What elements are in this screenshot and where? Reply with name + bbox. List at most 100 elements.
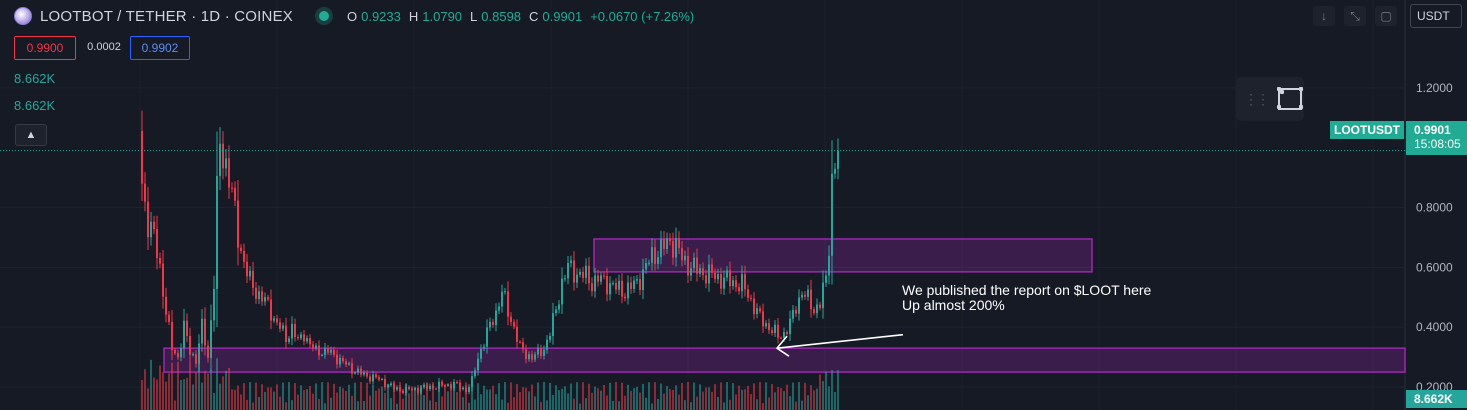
candle-body <box>750 297 752 299</box>
last-price-value: 0.9901 <box>1414 123 1451 137</box>
volume-bar <box>327 382 329 410</box>
candle-body <box>828 255 830 276</box>
candle-body <box>240 247 242 251</box>
restore-pane-button[interactable]: ▢ <box>1375 6 1397 26</box>
candle-body <box>732 280 734 287</box>
open-label: O <box>346 8 358 24</box>
volume-bar <box>258 396 260 410</box>
candle-body <box>441 381 443 386</box>
candle-body <box>681 248 683 261</box>
candle-body <box>816 304 818 314</box>
candle-body <box>312 344 314 349</box>
volume-bar <box>378 388 380 410</box>
collapse-panes-button[interactable]: ⤡ <box>1344 6 1366 26</box>
volume-bar <box>393 382 395 410</box>
volume-bar <box>312 393 314 410</box>
candle-body <box>738 287 740 292</box>
volume-bar <box>459 384 461 410</box>
candle-body <box>708 264 710 284</box>
candle-body <box>483 346 485 349</box>
candle-body <box>579 271 581 275</box>
candle-body <box>654 247 656 264</box>
annotation-line-1: We published the report on $LOOT here <box>902 282 1152 298</box>
candle-body <box>282 325 284 329</box>
volume-bar <box>747 385 749 410</box>
volume-bar <box>822 381 824 410</box>
candle-body <box>207 345 209 358</box>
volume-bar <box>759 382 761 410</box>
volume-bar <box>273 391 275 410</box>
candle-body <box>210 320 212 358</box>
volume-axis-label: 8.662K <box>1406 390 1467 408</box>
candle-body <box>273 318 275 321</box>
candle-body <box>540 348 542 356</box>
rectangle-tool-icon[interactable] <box>1277 87 1302 110</box>
volume-bar <box>819 374 821 410</box>
volume-bar <box>666 386 668 410</box>
volume-bar <box>612 401 614 410</box>
volume-bar <box>195 372 197 410</box>
volume-bar <box>828 386 830 410</box>
candle-body <box>243 250 245 262</box>
candle-body <box>837 150 839 169</box>
volume-bar <box>603 384 605 410</box>
candle-body <box>678 238 680 249</box>
volume-bar <box>726 382 728 410</box>
candle-body <box>564 278 566 280</box>
candle-body <box>603 275 605 277</box>
volume-bar <box>171 362 173 410</box>
candle-body <box>669 238 671 242</box>
candle-body <box>231 187 233 189</box>
annotation-arrow <box>776 333 904 349</box>
sell-price-button[interactable]: 0.9900 <box>14 36 76 60</box>
volume-bar <box>837 370 839 410</box>
drag-handle-icon[interactable]: ⋮⋮ <box>1244 90 1270 107</box>
volume-bar <box>561 388 563 410</box>
candle-body <box>141 130 143 184</box>
candle-body <box>546 339 548 350</box>
candle-body <box>561 278 563 305</box>
candle-body <box>420 387 422 393</box>
high-value: 1.0790 <box>422 8 463 24</box>
candle-body <box>294 323 296 338</box>
volume-bar <box>798 382 800 410</box>
volume-bar <box>795 401 797 410</box>
volume-bar <box>498 383 500 410</box>
volume-bar <box>510 382 512 410</box>
candle-body <box>444 385 446 387</box>
symbol-title[interactable]: LOOTBOT / TETHER · 1D · COINEX <box>40 7 293 25</box>
volume-bar <box>297 394 299 410</box>
volume-bar <box>204 370 206 410</box>
volume-bar <box>462 397 464 410</box>
volume-bar <box>558 390 560 410</box>
candle-body <box>168 314 170 322</box>
candle-body <box>177 353 179 358</box>
volume-bar <box>615 382 617 410</box>
volume-bar <box>588 383 590 410</box>
volume-bar <box>249 382 251 410</box>
candle-body <box>285 325 287 343</box>
candle-body <box>510 316 512 323</box>
volume-bar <box>303 389 305 410</box>
volume-bar <box>453 387 455 410</box>
volume-bar <box>414 388 416 410</box>
candle-body <box>423 384 425 388</box>
candle-body <box>342 357 344 362</box>
volume-bar <box>705 387 707 410</box>
buy-price-button[interactable]: 0.9902 <box>130 36 190 60</box>
volume-bar <box>405 383 407 410</box>
scroll-down-button[interactable]: ↓ <box>1313 6 1335 26</box>
collapse-legend-button[interactable]: ▲ <box>15 124 47 146</box>
candle-body <box>762 311 764 327</box>
volume-bar <box>678 394 680 410</box>
volume-bar <box>228 367 230 410</box>
volume-bar <box>534 396 536 410</box>
candle-body <box>630 282 632 290</box>
volume-bar <box>468 402 470 410</box>
annotation-text[interactable]: We published the report on $LOOT here Up… <box>902 283 1151 313</box>
candle-body <box>399 387 401 391</box>
currency-select[interactable]: USDT <box>1410 4 1462 28</box>
candle-body <box>684 255 686 261</box>
candle-body <box>735 280 737 288</box>
